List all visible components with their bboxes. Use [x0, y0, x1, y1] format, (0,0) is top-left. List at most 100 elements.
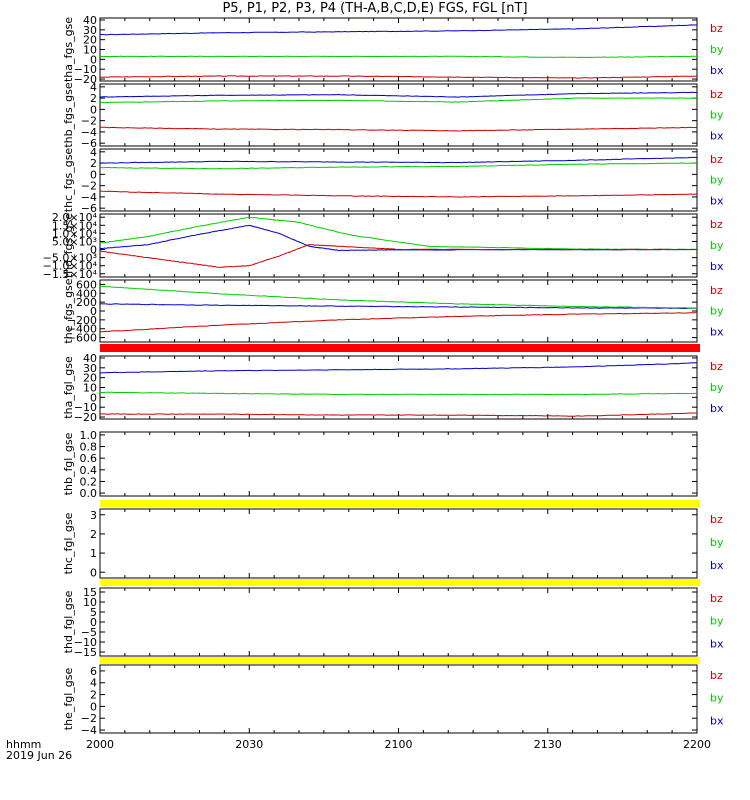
ytick-label: 0.6: [80, 452, 98, 465]
series-line-bz: [100, 126, 698, 132]
ytick-label: −10: [74, 401, 97, 414]
separator-bar-1: [100, 500, 700, 507]
ytick-label: 1.0: [80, 429, 98, 442]
ytick-label: 1.0×10⁴: [52, 227, 98, 240]
series-line-bz: [99, 190, 698, 198]
panel-ylabel: thb_fgl_gse: [62, 432, 75, 495]
ytick-label: −600: [67, 332, 97, 345]
ytick-label: 0: [90, 616, 97, 629]
legend-bz: bz: [710, 360, 723, 373]
series-line-by: [99, 216, 698, 251]
separator-bar-2: [100, 579, 700, 586]
legend-bz: bz: [710, 218, 723, 231]
panel-ylabel: thd_fgl_gse: [62, 590, 75, 653]
panel-ylabel: thb_fgs_gse: [62, 82, 75, 148]
legend-bx: bx: [710, 402, 724, 415]
series-line-by: [100, 55, 698, 59]
ytick-label: 10: [83, 44, 97, 57]
ytick-label: 2: [90, 157, 97, 170]
panel-frame-thb_fgl_gse: [99, 431, 698, 497]
panel-frame-the_fgs_gse: [99, 279, 698, 343]
xtick-label: 2130: [534, 738, 562, 751]
legend-bz: bz: [710, 88, 723, 101]
series-line-bz: [100, 412, 698, 417]
ytick-label: −1.0×10⁴: [43, 260, 98, 273]
ytick-label: −6: [81, 137, 97, 150]
ytick-label: 2: [90, 528, 97, 541]
x-axis-date: 2019 Jun 26: [6, 749, 73, 762]
ytick-label: 0: [90, 305, 97, 318]
panel-frame-thd_fgl_gse: [99, 587, 698, 657]
series-line-bx: [99, 224, 698, 252]
series-line-by: [100, 97, 698, 104]
legend-bx: bx: [710, 194, 724, 207]
separator-bar-3: [100, 657, 700, 664]
ytick-label: 1: [90, 547, 97, 560]
legend-bx: bx: [710, 559, 724, 572]
panel-frame-thc_fgs_gse: [99, 148, 698, 212]
series-line-bx: [99, 156, 698, 164]
ytick-label: 0: [90, 103, 97, 116]
ytick-label: −5.0×10³: [43, 252, 97, 265]
ytick-label: −10: [74, 636, 97, 649]
series-line-bz: [99, 244, 697, 268]
legend-by: by: [710, 615, 724, 628]
series-line-by: [99, 162, 698, 170]
series-line-bx: [99, 303, 698, 309]
ytick-label: 30: [83, 24, 97, 37]
ytick-label: 40: [83, 352, 97, 365]
panel-ylabel: thc_fgl_gse: [62, 512, 75, 574]
xtick-label: 2030: [235, 738, 263, 751]
ytick-label: −4: [81, 191, 97, 204]
page-title: P5, P1, P2, P3, P4 (TH-A,B,C,D,E) FGS, F…: [222, 1, 528, 16]
ytick-label: 2.0×10⁴: [52, 211, 98, 224]
series-line-bx: [100, 24, 698, 36]
ytick-label: 0: [90, 566, 97, 579]
panel-ylabel: tha_fgl_gse: [62, 356, 75, 419]
ytick-label: 4: [90, 146, 97, 159]
legend-bx: bx: [710, 637, 724, 650]
ytick-label: 40: [83, 14, 97, 27]
ytick-label: 3: [90, 509, 97, 522]
ytick-label: −400: [67, 323, 97, 336]
ytick-label: −5: [81, 626, 97, 639]
ytick-label: 4: [90, 677, 97, 690]
legend-by: by: [710, 381, 724, 394]
legend-by: by: [710, 109, 724, 122]
ytick-label: −4: [81, 126, 97, 139]
ytick-label: 5: [90, 606, 97, 619]
ytick-label: 2: [90, 689, 97, 702]
ytick-label: −15: [74, 646, 97, 659]
legend-bx: bx: [710, 64, 724, 77]
legend-bz: bz: [710, 153, 723, 166]
legend-bz: bz: [710, 513, 723, 526]
ytick-label: 0: [90, 391, 97, 404]
ytick-label: 0: [90, 53, 97, 66]
separator-bar-0: [100, 344, 700, 352]
ytick-label: −20: [74, 73, 97, 86]
panel-ylabel: tha_fgs_gse: [62, 17, 75, 82]
ytick-label: 0.0: [80, 487, 98, 500]
ytick-label: 10: [83, 382, 97, 395]
panel-ylabel: the_fgl_gse: [62, 668, 75, 731]
panel-ylabel: thc_fgs_gse: [62, 148, 75, 213]
ytick-label: 0: [90, 244, 97, 257]
legend-by: by: [710, 305, 724, 318]
ytick-label: 10: [83, 596, 97, 609]
panel-ylabel: the_fgs_gse: [62, 278, 75, 343]
panel-frame-thd_fgs_gse: [99, 213, 698, 278]
legend-bz: bz: [710, 284, 723, 297]
legend-by: by: [710, 174, 724, 187]
legend-by: by: [710, 239, 724, 252]
series-line-bz: [99, 312, 698, 333]
legend-bx: bx: [710, 714, 724, 727]
ytick-label: 20: [83, 372, 97, 385]
ytick-label: −10: [74, 63, 97, 76]
ytick-label: 600: [76, 278, 97, 291]
ytick-label: 15: [83, 586, 97, 599]
xtick-label: 2000: [86, 738, 114, 751]
ytick-label: 0.2: [80, 475, 98, 488]
legend-bz: bz: [710, 22, 723, 35]
xtick-label: 2200: [683, 738, 711, 751]
